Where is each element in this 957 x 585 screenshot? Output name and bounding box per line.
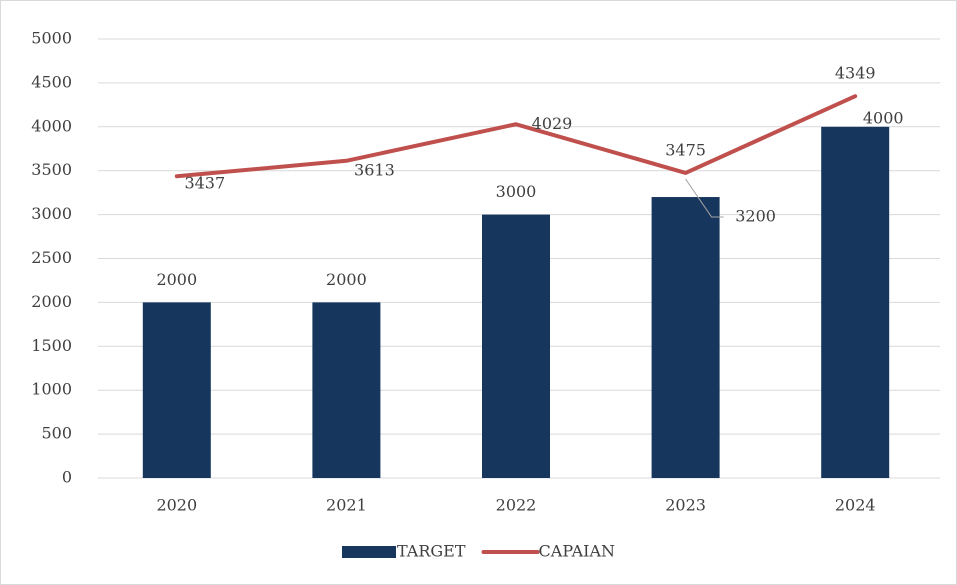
y-tick-label: 2000 <box>31 292 72 311</box>
x-tick-label: 2020 <box>156 496 197 515</box>
data-label: 4349 <box>835 64 876 83</box>
x-tick-label: 2022 <box>496 496 537 515</box>
bar <box>312 302 381 478</box>
y-tick-label: 4500 <box>31 72 72 91</box>
y-tick-label: 500 <box>41 424 72 443</box>
data-label: 2000 <box>326 270 367 289</box>
legend-swatch <box>342 546 396 558</box>
bar <box>482 214 550 478</box>
y-tick-label: 0 <box>62 468 72 487</box>
y-tick-label: 5000 <box>31 29 72 48</box>
leader-line <box>685 178 724 218</box>
data-label: 3000 <box>496 182 537 201</box>
data-label: 3475 <box>665 140 706 159</box>
y-tick-label: 2500 <box>31 248 72 267</box>
y-tick-label: 1500 <box>31 336 72 355</box>
y-tick-label: 3500 <box>31 160 72 179</box>
legend-label: CAPAIAN <box>539 542 616 561</box>
data-label: 3200 <box>735 207 776 226</box>
legend-label: TARGET <box>397 542 466 561</box>
line <box>174 94 858 179</box>
x-tick-label: 2021 <box>326 496 367 515</box>
bar <box>142 302 211 478</box>
x-tick-label: 2024 <box>835 496 876 515</box>
bar <box>651 197 720 479</box>
y-tick-label: 1000 <box>31 380 72 399</box>
data-label: 3613 <box>354 160 395 179</box>
bar <box>821 126 890 479</box>
data-label: 3437 <box>184 174 225 193</box>
x-tick-label: 2023 <box>665 496 706 515</box>
data-label: 4000 <box>863 108 904 127</box>
y-tick-label: 3000 <box>31 204 72 223</box>
data-label: 4029 <box>532 114 573 133</box>
data-label: 2000 <box>156 270 197 289</box>
y-tick-label: 4000 <box>31 116 72 135</box>
